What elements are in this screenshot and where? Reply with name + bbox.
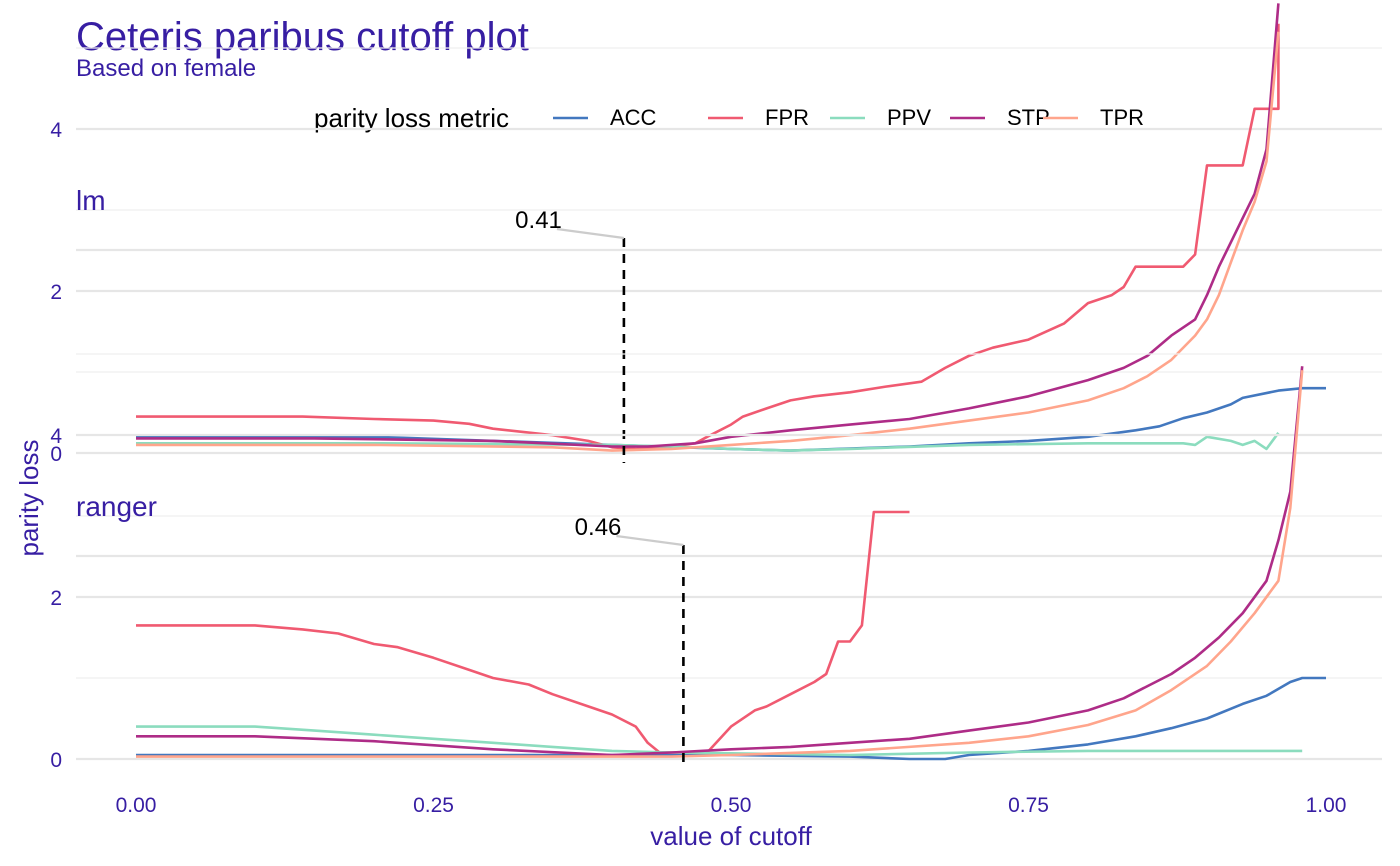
y-tick-label: 2 xyxy=(50,281,62,304)
y-tick-label: 4 xyxy=(50,425,62,448)
series-line-tpr-ranger xyxy=(136,370,1304,758)
series-line-stp-ranger xyxy=(136,366,1304,757)
panel-lm: 0 2 4 lm 0.41 xyxy=(50,3,1382,466)
y-tick-label: 0 xyxy=(50,443,62,466)
cutoff-label-lm: 0.41 xyxy=(515,207,562,234)
y-tick-label: 0 xyxy=(50,749,62,772)
x-tick-label: 0.50 xyxy=(711,794,752,817)
cutoff-leader-ranger xyxy=(616,534,684,547)
x-tick-label: 0.75 xyxy=(1008,794,1049,817)
legend-label-acc: ACC xyxy=(610,105,657,130)
series-line-acc-lm xyxy=(136,386,1326,452)
chart-title: Ceteris paribus cutoff plot xyxy=(76,15,529,59)
chart-subtitle: Based on female xyxy=(76,55,256,82)
x-tick-label: 0.25 xyxy=(413,794,454,817)
series-line-fpr-ranger xyxy=(136,510,910,754)
series-line-acc-ranger xyxy=(136,676,1326,761)
series-line-fpr-lm xyxy=(136,23,1280,451)
x-tick-label: 1.00 xyxy=(1306,794,1347,817)
panel-label-ranger: ranger xyxy=(76,491,157,522)
x-axis-title: value of cutoff xyxy=(650,821,812,851)
y-tick-label: 4 xyxy=(50,119,62,142)
y-tick-label: 2 xyxy=(50,587,62,610)
y-axis-title: parity loss xyxy=(14,439,44,556)
x-axis: 0.00 0.25 0.50 0.75 1.00 xyxy=(116,794,1347,817)
series-line-stp-lm xyxy=(136,3,1280,448)
series-line-tpr-lm xyxy=(136,31,1280,452)
panels: 0 2 4 lm 0.41 0 2 4 ranger 0.46 xyxy=(50,3,1382,772)
legend: ACC FPR PPV STP TPR xyxy=(553,105,1144,130)
panel-ranger: 0 2 4 ranger 0.46 xyxy=(50,353,1382,772)
legend-label-fpr: FPR xyxy=(765,105,809,130)
cutoff-label-ranger: 0.46 xyxy=(575,514,622,541)
legend-label-stp: STP xyxy=(1007,105,1050,130)
series-line-ppv-ranger xyxy=(136,725,1303,757)
legend-label-ppv: PPV xyxy=(887,105,931,130)
cutoff-leader-lm xyxy=(556,227,625,240)
legend-label-tpr: TPR xyxy=(1100,105,1144,130)
panel-label-lm: lm xyxy=(76,185,106,216)
x-tick-label: 0.00 xyxy=(116,794,157,817)
